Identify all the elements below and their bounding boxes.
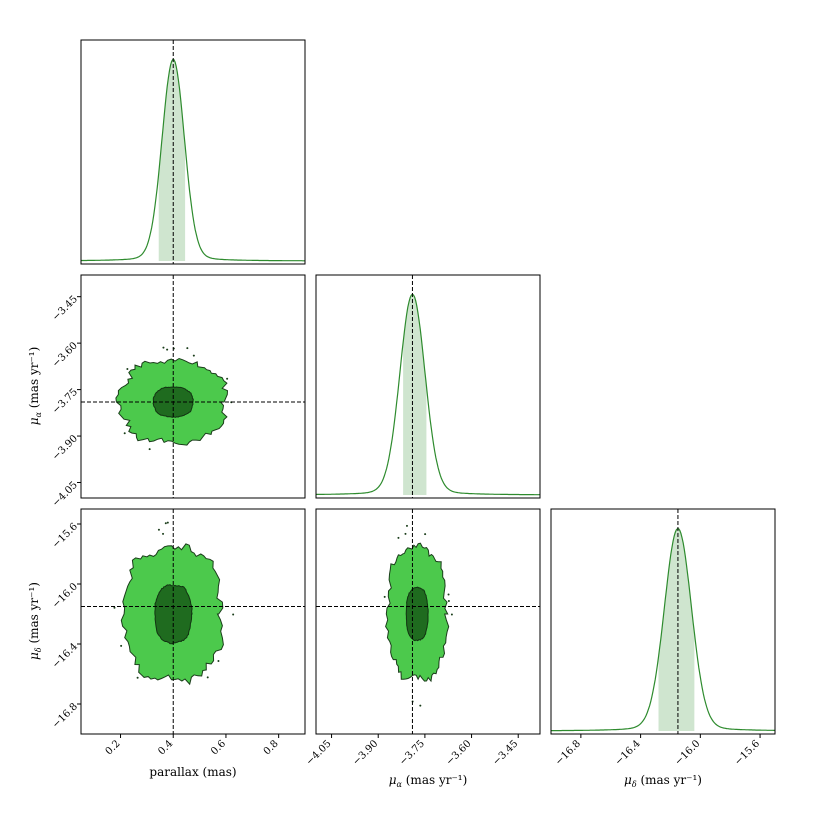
outlier-dot — [424, 533, 427, 536]
y-tick-label: −16.0 — [50, 581, 79, 610]
outlier-dot — [206, 676, 209, 679]
y-tick-label: −3.45 — [50, 294, 79, 323]
outlier-dot — [447, 593, 450, 596]
outlier-dot — [447, 600, 450, 603]
outlier-dot — [404, 532, 407, 535]
outlier-dot — [226, 377, 229, 380]
outlier-dot — [123, 432, 126, 435]
contour-panel-parallax-mu_delta — [80, 508, 306, 735]
x-tick-label: −3.75 — [398, 738, 427, 767]
contour-inner — [405, 586, 429, 642]
outlier-dot — [192, 354, 195, 357]
outlier-dot — [148, 448, 151, 451]
marginal-panel-mu_delta — [550, 508, 776, 735]
marginal-panel-parallax — [80, 39, 306, 265]
outlier-dot — [166, 348, 169, 351]
outlier-dot — [383, 595, 386, 598]
y-axis-label-mu-delta: μδ (mas yr⁻¹) — [27, 582, 43, 660]
y-tick-label: −16.4 — [50, 641, 79, 670]
x-axis-label-mu-alpha: μα (mas yr⁻¹) — [389, 773, 468, 789]
panel-frame — [80, 274, 306, 499]
marginal-panel-mu_alpha — [315, 274, 541, 499]
outlier-dot — [166, 521, 169, 524]
x-axis-label-mu-delta: μδ (mas yr⁻¹) — [624, 773, 702, 789]
x-tick-label: 0.2 — [104, 738, 123, 757]
outlier-dot — [419, 704, 422, 707]
outlier-dot — [397, 536, 400, 539]
y-axis-mu_delta: −16.8 −16.4 −16.0 −15.6 — [50, 521, 81, 731]
x-tick-label: −16.0 — [673, 738, 702, 767]
x-axis-parallax: 0.2 0.4 0.6 0.8 — [104, 734, 281, 757]
outlier-dot — [120, 644, 123, 647]
outlier-dot — [113, 606, 116, 609]
contour-panel-parallax-mu_alpha — [80, 274, 306, 499]
credible-band-mu_alpha — [403, 294, 427, 495]
outlier-dot — [217, 660, 220, 663]
panel-frame — [315, 274, 541, 499]
x-axis-mu_delta: −16.8 −16.4 −16.0 −15.6 — [554, 734, 762, 768]
y-tick-label: −15.6 — [50, 521, 79, 550]
y-tick-label: −16.8 — [50, 701, 79, 730]
x-axis-mu_alpha: −4.05 −3.90 −3.75 −3.60 −3.45 — [304, 734, 520, 768]
outlier-dot — [162, 532, 165, 535]
outlier-dot — [450, 613, 453, 616]
outlier-dot — [136, 676, 139, 679]
panel-frame — [80, 508, 306, 735]
y-tick-label: −3.60 — [50, 340, 79, 369]
x-tick-label: −16.4 — [613, 738, 642, 767]
density-line-mu_alpha — [315, 293, 540, 496]
density-line-parallax — [81, 58, 305, 262]
y-axis-mu_alpha: −4.05 −3.90 −3.75 −3.60 −3.45 — [50, 294, 81, 509]
x-tick-label: −4.05 — [304, 738, 333, 767]
outlier-dot — [186, 347, 189, 350]
contour-panel-mu_alpha-mu_delta — [315, 508, 541, 735]
y-axis-label-mu-alpha: μα (mas yr⁻¹) — [27, 347, 43, 426]
x-tick-label: 0.4 — [156, 738, 175, 757]
credible-band-parallax — [158, 59, 186, 261]
x-tick-label: 0.6 — [209, 738, 228, 757]
x-axis-label-parallax: parallax (mas) — [149, 765, 236, 779]
x-tick-label: −3.45 — [491, 738, 520, 767]
y-tick-label: −3.90 — [50, 433, 79, 462]
outlier-dot — [164, 522, 167, 525]
outlier-dot — [232, 613, 235, 616]
outlier-dot — [405, 524, 408, 527]
credible-band-mu_delta — [658, 528, 695, 731]
x-tick-label: 0.8 — [262, 738, 281, 757]
x-tick-label: −3.60 — [444, 738, 473, 767]
panel-frame — [80, 39, 306, 265]
panel-frame — [315, 508, 541, 735]
outlier-dot — [162, 346, 165, 349]
outlier-dot — [157, 528, 160, 531]
x-tick-label: −15.6 — [733, 738, 762, 767]
density-line-mu_delta — [551, 527, 775, 732]
outlier-dot — [126, 368, 129, 371]
panel-frame — [550, 508, 776, 735]
y-tick-label: −4.05 — [50, 480, 79, 509]
x-tick-label: −3.90 — [351, 738, 380, 767]
y-tick-label: −3.75 — [50, 387, 79, 416]
x-tick-label: −16.8 — [554, 738, 583, 767]
